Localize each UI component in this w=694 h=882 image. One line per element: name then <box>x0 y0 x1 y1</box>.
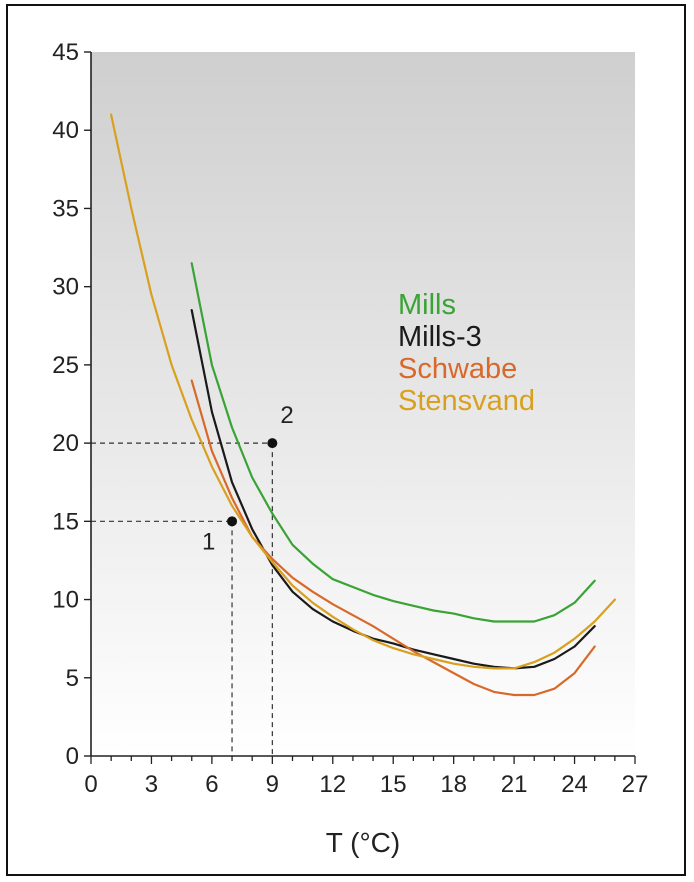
y-tick-label: 30 <box>52 274 79 301</box>
x-axis-title: T (°C) <box>326 827 400 858</box>
point-label-2: 2 <box>280 402 293 429</box>
y-tick-label: 0 <box>66 743 79 770</box>
x-tick-label: 3 <box>145 771 158 798</box>
legend-entry-stensvand: Stensvand <box>398 385 535 417</box>
x-tick-label: 18 <box>440 771 467 798</box>
series-line-mills-3 <box>190 309 596 670</box>
legend-entry-schwabe: Schwabe <box>398 353 517 385</box>
legend-entry-mills-3: Mills-3 <box>398 321 482 353</box>
y-tick-label: 20 <box>52 430 79 457</box>
x-tick-label: 21 <box>501 771 528 798</box>
point-label-1: 1 <box>202 528 215 555</box>
y-tick-label: 25 <box>52 352 79 379</box>
y-tick-label: 40 <box>52 117 79 144</box>
series-line-stensvand <box>110 113 616 670</box>
x-tick-label: 12 <box>319 771 346 798</box>
point-marker-2 <box>267 438 278 449</box>
y-tick-label: 10 <box>52 587 79 614</box>
x-tick-label: 24 <box>561 771 588 798</box>
point-marker-1 <box>227 516 238 527</box>
y-tick-label: 35 <box>52 195 79 222</box>
x-tick-label: 6 <box>205 771 218 798</box>
x-tick-label: 9 <box>266 771 279 798</box>
y-tick-label: 5 <box>66 665 79 692</box>
series-line-mills <box>190 262 596 623</box>
x-tick-label: 27 <box>622 771 649 798</box>
x-tick-label: 15 <box>380 771 407 798</box>
y-tick-label: 45 <box>52 39 79 66</box>
y-tick-label: 15 <box>52 508 79 535</box>
legend-entry-mills: Mills <box>398 289 456 321</box>
x-tick-label: 0 <box>84 771 97 798</box>
plot-background <box>91 52 635 756</box>
